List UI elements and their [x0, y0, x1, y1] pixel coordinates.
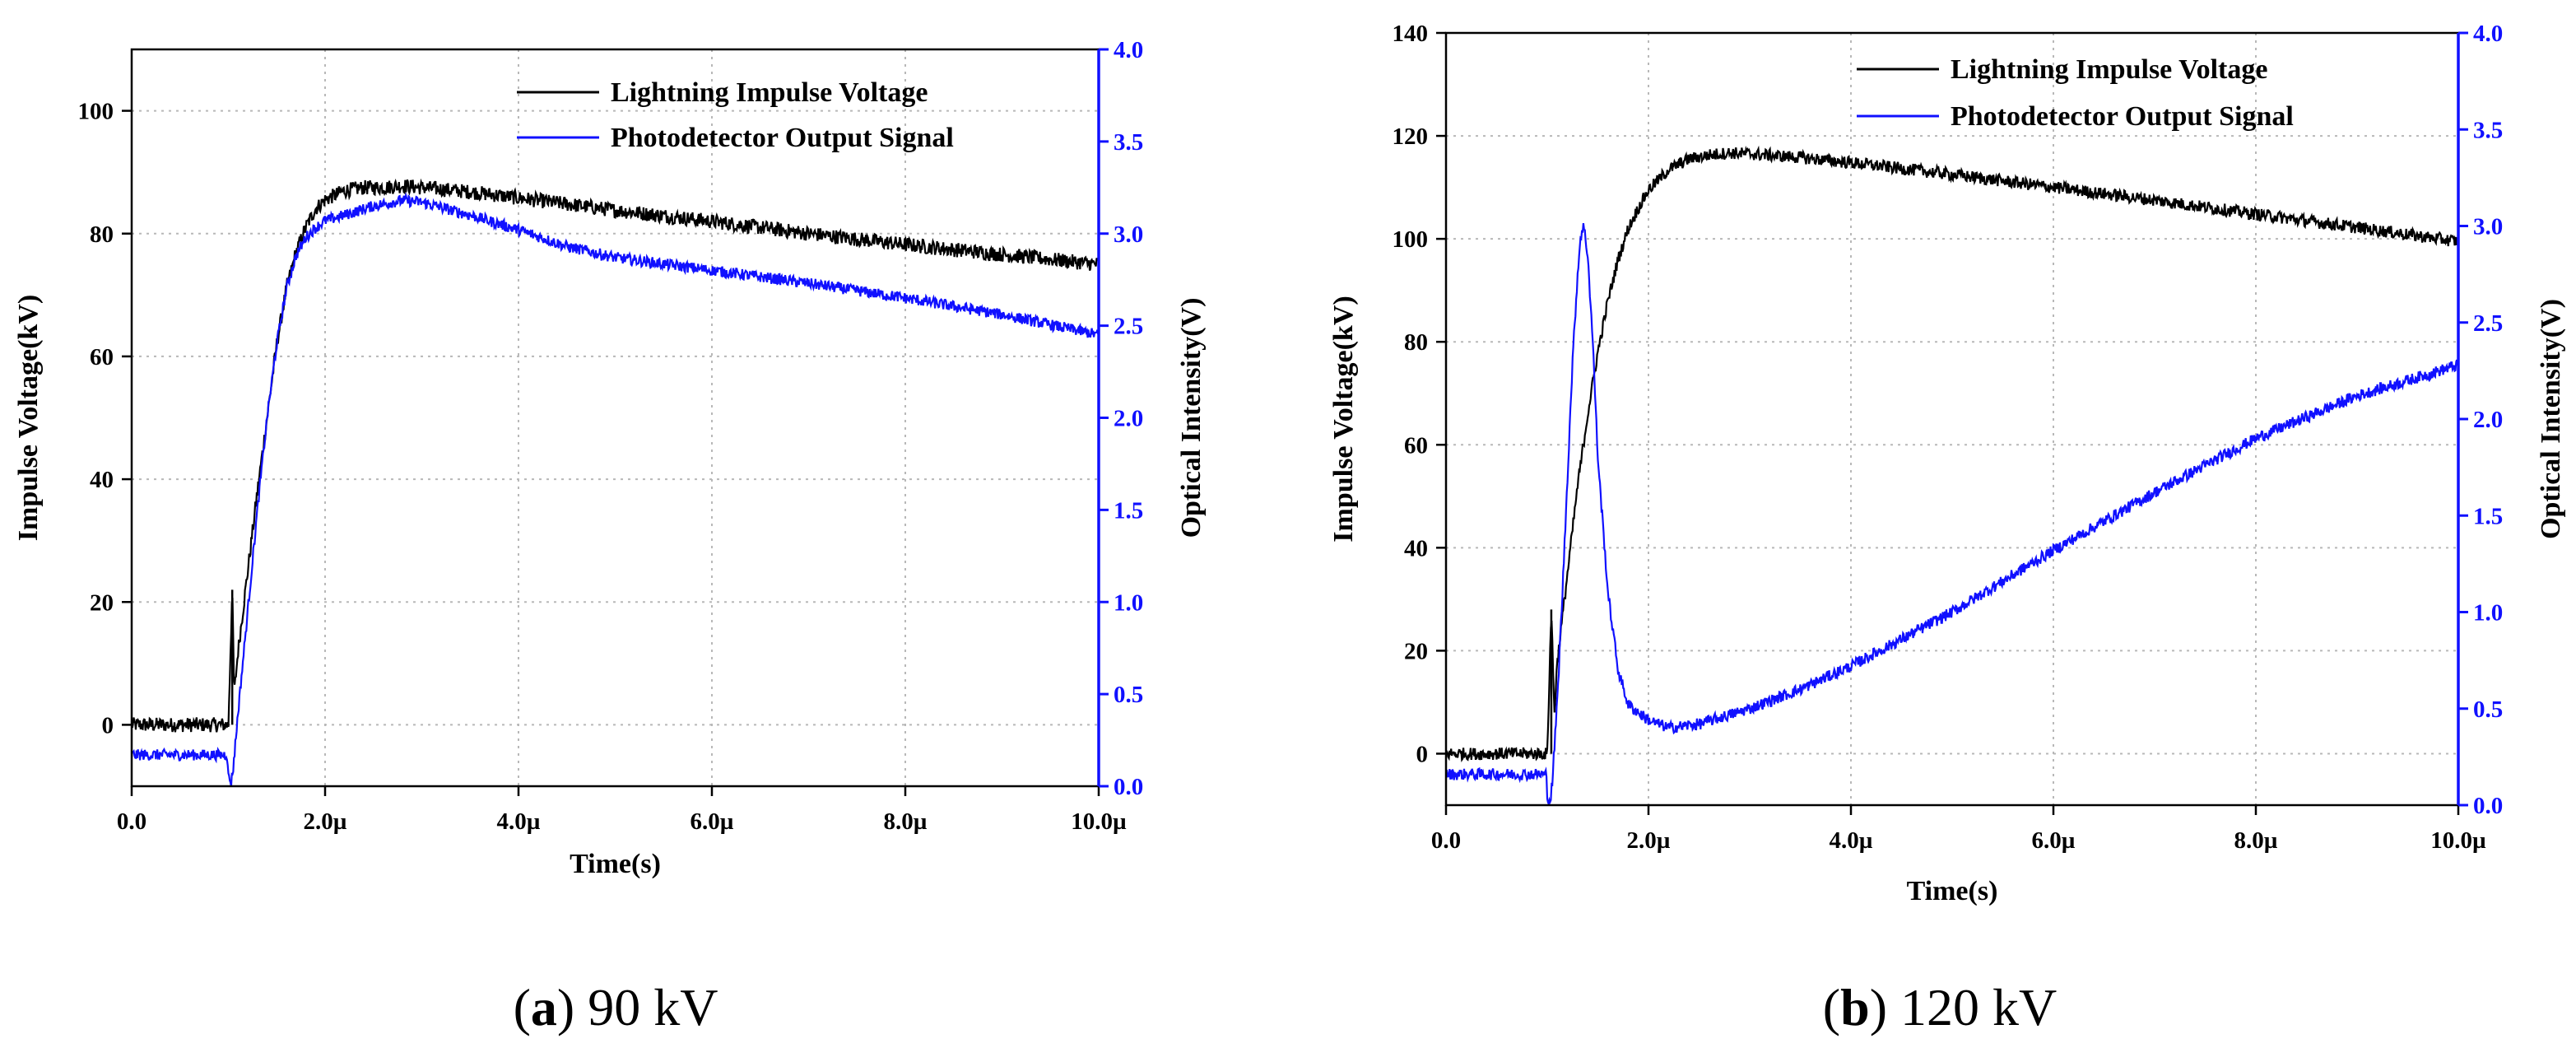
y-right-tick-label: 0.5 — [2473, 696, 2503, 723]
y-left-tick-label: 0 — [1416, 741, 1429, 767]
y-left-tick-label: 100 — [1393, 226, 1429, 253]
chart-panel-a: Lightning Impulse Voltage Photodetector O… — [13, 37, 1207, 1036]
x-tick-label: 2.0µ — [304, 808, 347, 835]
y-left-tick-label: 60 — [90, 344, 114, 370]
y-right-tick-label: 1.5 — [1114, 497, 1143, 524]
y-right-axis-label: Optical Intensity(V) — [2536, 299, 2566, 539]
y-right-tick-label: 0.0 — [2473, 793, 2503, 819]
x-axis-label: Time(s) — [1907, 876, 1998, 906]
y-right-tick-label: 3.5 — [1114, 129, 1143, 156]
legend-label: Lightning Impulse Voltage — [611, 77, 928, 108]
y-right-tick-label: 4.0 — [1114, 37, 1143, 63]
x-tick-label: 8.0µ — [2234, 827, 2278, 854]
y-left-tick-label: 100 — [78, 99, 114, 125]
y-right-tick-label: 4.0 — [2473, 21, 2503, 47]
series-line-lightning-impulse-voltage — [1446, 145, 2458, 762]
y-left-tick-label: 20 — [1404, 638, 1428, 664]
x-axis-label: Time(s) — [570, 849, 661, 879]
y-right-tick-label: 3.5 — [2473, 117, 2503, 143]
y-right-tick-label: 0.5 — [1114, 682, 1143, 708]
y-right-tick-label: 3.0 — [1114, 221, 1143, 248]
y-left-tick-label: 40 — [1404, 535, 1428, 561]
y-left-tick-label: 40 — [90, 467, 114, 493]
series-line-photodetector-output-signal — [132, 192, 1099, 786]
x-tick-label: 10.0µ — [1071, 808, 1127, 835]
x-tick-label: 2.0µ — [1627, 827, 1671, 854]
x-tick-label: 0.0 — [1431, 827, 1461, 854]
panel-caption: (b) 120 kV — [1823, 978, 2057, 1036]
x-tick-label: 6.0µ — [690, 808, 734, 835]
y-left-tick-label: 140 — [1393, 21, 1429, 47]
panel-caption: (a) 90 kV — [514, 978, 718, 1036]
y-right-tick-label: 1.0 — [1114, 589, 1143, 616]
plot-frame — [130, 48, 1100, 788]
y-left-tick-label: 20 — [90, 589, 114, 616]
y-right-tick-label: 1.5 — [2473, 503, 2503, 529]
x-tick-label: 8.0µ — [884, 808, 928, 835]
x-tick-label: 0.0 — [117, 808, 146, 835]
y-right-tick-label: 1.0 — [2473, 600, 2503, 626]
y-left-tick-label: 80 — [90, 221, 114, 248]
y-left-axis-label: Impulse Voltage(kV) — [13, 295, 44, 541]
y-left-tick-label: 0 — [102, 712, 114, 738]
y-right-tick-label: 3.0 — [2473, 214, 2503, 240]
y-left-tick-label: 60 — [1404, 432, 1428, 459]
y-right-tick-label: 2.0 — [1114, 406, 1143, 432]
legend-label: Photodetector Output Signal — [1951, 101, 2294, 132]
chart-panel-b: Lightning Impulse Voltage Photodetector O… — [1328, 21, 2566, 1036]
legend-label: Photodetector Output Signal — [611, 123, 954, 153]
series-line-lightning-impulse-voltage — [132, 178, 1099, 733]
y-right-tick-label: 2.0 — [2473, 407, 2503, 433]
series-line-photodetector-output-signal — [1446, 222, 2458, 805]
y-left-axis-label: Impulse Voltage(kV) — [1328, 296, 1359, 542]
x-tick-label: 10.0µ — [2430, 827, 2486, 854]
x-tick-label: 4.0µ — [1830, 827, 1873, 854]
legend-label: Lightning Impulse Voltage — [1951, 54, 2267, 85]
y-right-tick-label: 2.5 — [1114, 314, 1143, 340]
y-right-tick-label: 2.5 — [2473, 310, 2503, 337]
y-left-tick-label: 80 — [1404, 329, 1428, 356]
x-tick-label: 4.0µ — [497, 808, 541, 835]
x-tick-label: 6.0µ — [2032, 827, 2076, 854]
y-right-axis-label: Optical Intensity(V) — [1176, 298, 1207, 538]
y-right-tick-label: 0.0 — [1114, 774, 1143, 800]
y-left-tick-label: 120 — [1393, 123, 1429, 150]
